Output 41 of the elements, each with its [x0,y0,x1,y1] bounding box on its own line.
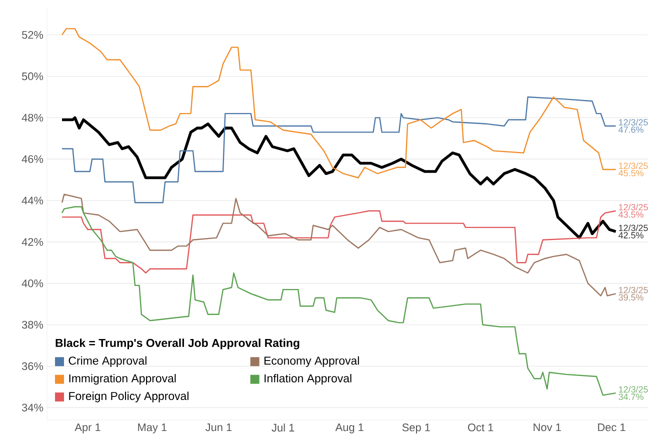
annotation: 12/3/25 [618,162,648,169]
y-tick-label: 38% [22,320,44,329]
line-series [61,210,616,274]
x-tick-label: Jun 1 [205,424,232,432]
x-tick-label: Oct 1 [468,424,494,432]
y-tick-label: 36% [22,362,44,370]
y-tick-label: 50% [22,72,44,80]
legend-label: Inflation Approval [264,374,352,385]
annotation: 12/3/25 [618,286,648,294]
x-tick-label: Aug 1 [335,424,364,434]
y-tick-label: 34% [22,404,44,412]
annotation: 39.5% [618,294,644,301]
line-series [61,194,616,296]
y-tick-label: 42% [22,238,44,246]
y-tick-label: 48% [22,114,44,122]
y-tick-label: 44% [22,196,44,204]
x-tick-label: Sep 1 [402,424,430,434]
annotation: 34.7% [618,394,644,400]
annotation: 45.5% [618,170,644,176]
x-tick-label: Dec 1 [598,424,626,432]
y-tick-label: 52% [22,31,44,39]
legend-label: Economy Approval [264,356,359,367]
line-series [61,96,616,204]
x-tick-label: Apr 1 [74,424,100,434]
legend-label: Foreign Policy Approval [69,392,188,402]
annotation: 12/3/25 [618,204,648,210]
legend-label: Crime Approval [68,356,146,367]
annotation: 42.5% [618,232,644,238]
x-tick-label: Jul 1 [272,424,294,432]
x-tick-label: May 1 [138,424,167,434]
annotation: 47.6% [618,126,644,133]
line-series [61,28,616,178]
x-tick-label: Nov 1 [534,424,561,432]
legend-label: Immigration Approval [69,374,176,385]
annotation: 43.5% [618,211,644,218]
y-tick-label: 46% [22,155,44,163]
legend-title: Black = Trump's Overall Job Approval Rating [56,338,300,350]
y-tick-label: 40% [22,279,44,288]
annotation: 12/3/25 [618,224,648,232]
annotation: 12/3/25 [618,118,648,126]
annotation: 12/3/25 [618,386,648,393]
